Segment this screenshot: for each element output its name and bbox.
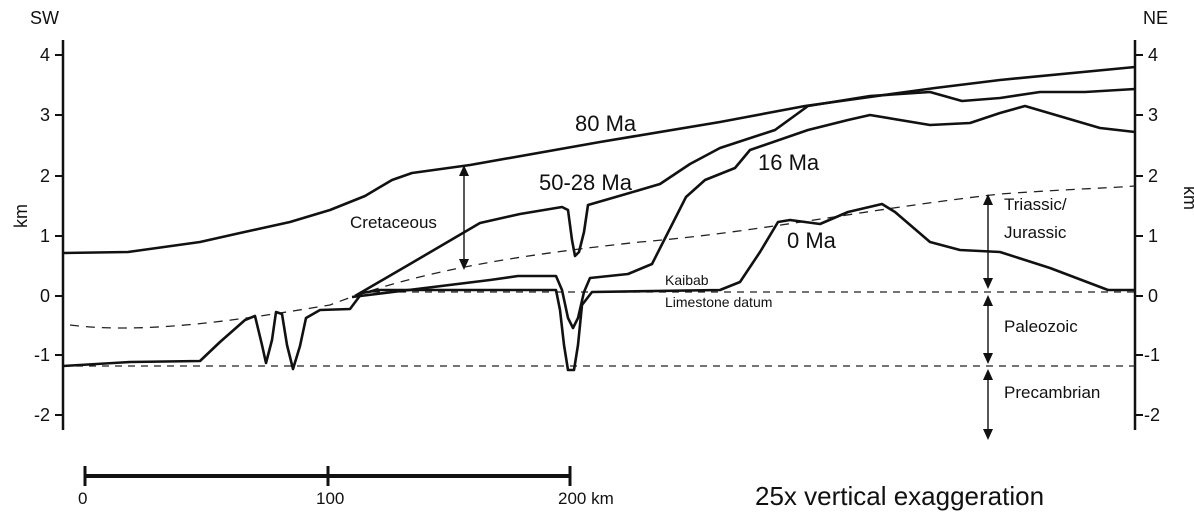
scale-bar — [83, 466, 572, 486]
right-tick-label: 2 — [1148, 166, 1158, 186]
label-triassic: Triassic/ — [1004, 195, 1067, 214]
paleozoic-thickness-arrow — [983, 295, 993, 364]
label-paleozoic: Paleozoic — [1004, 317, 1078, 336]
right-axis: 4 3 2 1 0 -1 -2 km — [1133, 40, 1194, 430]
left-tick-label: 4 — [40, 45, 50, 65]
scale-label-0: 0 — [78, 489, 87, 508]
ne-label: NE — [1143, 8, 1168, 28]
label-16-ma: 16 Ma — [758, 150, 820, 175]
label-80-ma: 80 Ma — [575, 111, 637, 136]
profile-16-ma — [351, 104, 1136, 330]
scale-label-200-km: 200 km — [558, 489, 614, 508]
right-tick-label: 3 — [1148, 105, 1158, 125]
scale-label-100: 100 — [316, 489, 344, 508]
triassic-jurassic-top-dashed-curve — [69, 185, 1136, 329]
right-tick-label: 4 — [1148, 45, 1158, 65]
left-tick-label: 1 — [40, 226, 50, 246]
label-kaibab: Kaibab — [665, 272, 709, 288]
precambrian-arrow — [983, 369, 993, 440]
label-0-ma: 0 Ma — [787, 228, 837, 253]
left-tick-label: 2 — [40, 166, 50, 186]
cretaceous-thickness-arrow — [459, 165, 469, 270]
right-tick-label: -1 — [1144, 345, 1160, 365]
profile-80-ma — [62, 65, 1136, 255]
right-axis-unit: km — [1180, 186, 1194, 210]
left-tick-label: -1 — [34, 345, 50, 365]
profile-50-28-ma — [354, 87, 1136, 298]
sw-label: SW — [30, 8, 59, 28]
right-tick-label: 0 — [1148, 286, 1158, 306]
left-axis: 4 3 2 1 0 -1 -2 km — [11, 40, 65, 430]
label-cretaceous: Cretaceous — [350, 213, 437, 232]
triassic-jurassic-thickness-arrow — [983, 194, 993, 289]
label-limestone-datum: Limestone datum — [665, 294, 772, 310]
vertical-exaggeration-note: 25x vertical exaggeration — [755, 481, 1044, 511]
profile-0-ma — [62, 202, 1135, 372]
left-tick-label: 0 — [40, 286, 50, 306]
left-axis-unit: km — [11, 204, 31, 228]
left-tick-label: -2 — [34, 405, 50, 425]
right-tick-label: 1 — [1148, 226, 1158, 246]
label-precambrian: Precambrian — [1004, 383, 1100, 402]
label-jurassic: Jurassic — [1004, 223, 1067, 242]
left-tick-label: 3 — [40, 105, 50, 125]
label-50-28-ma: 50-28 Ma — [539, 170, 633, 195]
right-tick-label: -2 — [1144, 405, 1160, 425]
